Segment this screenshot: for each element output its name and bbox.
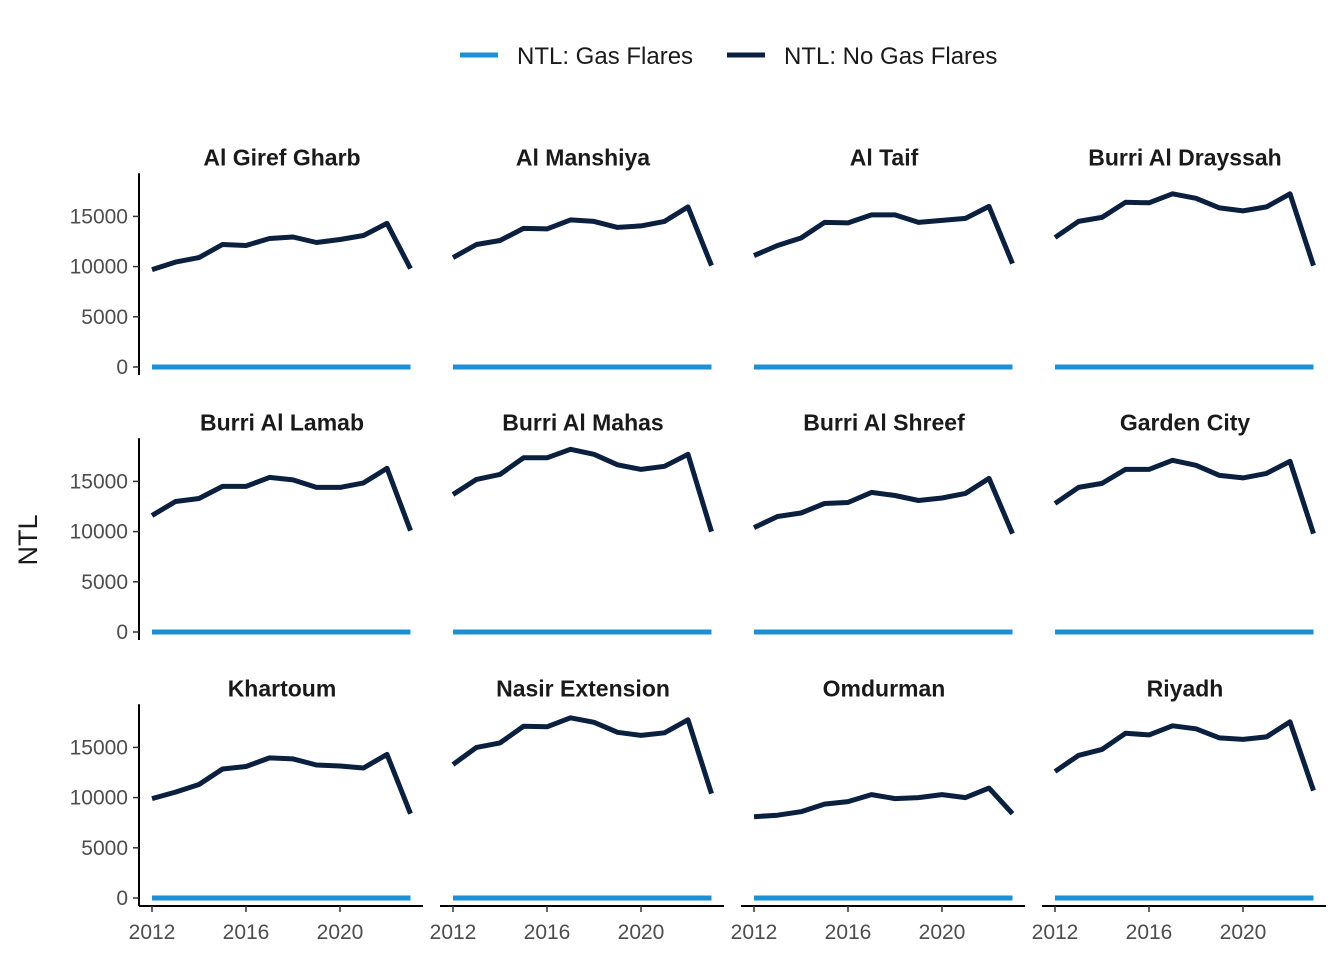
x-tick-label: 2020: [317, 921, 364, 944]
series-line-no-gas-flares: [451, 446, 714, 533]
series-line-no-gas-flares: [1053, 191, 1316, 267]
y-tick-label: 5000: [81, 571, 128, 594]
y-tick-label: 0: [116, 356, 128, 379]
y-tick-label: 15000: [70, 205, 128, 228]
x-tick-label: 2020: [618, 921, 665, 944]
series-line-no-gas-flares: [151, 751, 413, 815]
panel-title: Khartoum: [228, 675, 337, 701]
panel-burri-al-mahas: Burri Al Mahas: [451, 409, 714, 635]
panel-al-giref-gharb: Al Giref Gharb 0 5000 10000 15000: [70, 144, 413, 379]
panel-nasir-extension: Nasir Extension 2012 2016 2020: [430, 675, 724, 944]
panel-title: Burri Al Drayssah: [1088, 144, 1281, 170]
series-line-no-gas-flares: [753, 785, 1015, 820]
panel-al-taif: Al Taif: [753, 144, 1015, 370]
y-tick-label: 10000: [70, 787, 128, 810]
y-tick-label: 5000: [81, 306, 128, 329]
panel-riyadh: Riyadh 2012 2016 2020: [1032, 675, 1326, 944]
x-tick-label: 2012: [129, 921, 176, 944]
y-tick-label: 0: [116, 887, 128, 910]
series-line-no-gas-flares: [752, 475, 1015, 535]
panel-burri-al-shreef: Burri Al Shreef: [752, 409, 1015, 635]
x-tick-label: 2020: [919, 921, 966, 944]
y-tick-label: 15000: [70, 470, 128, 493]
panel-title: Omdurman: [823, 675, 946, 701]
y-tick-label: 0: [116, 621, 128, 644]
panel-omdurman: Omdurman 2012 2016 2020: [731, 675, 1025, 944]
legend: NTL: Gas Flares NTL: No Gas Flares: [460, 43, 997, 70]
panel-title: Garden City: [1120, 409, 1251, 435]
y-tick-label: 5000: [81, 837, 128, 860]
panel-title: Al Taif: [850, 144, 919, 170]
panel-garden-city: Garden City: [1053, 409, 1316, 635]
x-tick-label: 2016: [524, 921, 571, 944]
legend-label-gas-flares: NTL: Gas Flares: [517, 43, 693, 70]
panel-title: Al Giref Gharb: [203, 144, 360, 170]
x-tick-label: 2016: [223, 921, 270, 944]
panel-title: Riyadh: [1147, 675, 1224, 701]
panels-grid: Al Giref Gharb 0 5000 10000 15000 Al Manshiya…: [70, 144, 1326, 944]
series-line-no-gas-flares: [753, 203, 1015, 265]
series-line-no-gas-flares: [451, 204, 714, 267]
x-tick-label: 2012: [1032, 921, 1079, 944]
x-tick-label: 2020: [1220, 921, 1267, 944]
legend-label-no-gas-flares: NTL: No Gas Flares: [784, 43, 997, 70]
x-tick-label: 2016: [1126, 921, 1173, 944]
panel-title: Burri Al Shreef: [803, 409, 965, 435]
panel-al-manshiya: Al Manshiya: [451, 144, 714, 370]
x-tick-label: 2012: [731, 921, 778, 944]
series-line-no-gas-flares: [151, 220, 413, 272]
y-tick-label: 10000: [70, 521, 128, 544]
panel-burri-al-drayssah: Burri Al Drayssah: [1053, 144, 1316, 370]
y-tick-label: 10000: [70, 256, 128, 279]
series-line-no-gas-flares: [1053, 457, 1316, 535]
panel-title: Burri Al Lamab: [200, 409, 364, 435]
panel-title: Burri Al Mahas: [502, 409, 663, 435]
y-axis-title: NTL: [13, 514, 43, 565]
series-line-no-gas-flares: [1053, 719, 1316, 792]
panel-title: Al Manshiya: [516, 144, 650, 170]
y-tick-label: 15000: [70, 736, 128, 759]
x-tick-label: 2012: [430, 921, 477, 944]
x-tick-label: 2016: [825, 921, 872, 944]
panel-khartoum: Khartoum 0 5000 10000 15000 2012 2016 2020: [70, 675, 423, 944]
series-line-no-gas-flares: [451, 715, 714, 795]
panel-title: Nasir Extension: [496, 675, 670, 701]
series-line-no-gas-flares: [150, 465, 413, 532]
panel-burri-al-lamab: Burri Al Lamab 0 5000 10000 15000: [70, 409, 413, 644]
